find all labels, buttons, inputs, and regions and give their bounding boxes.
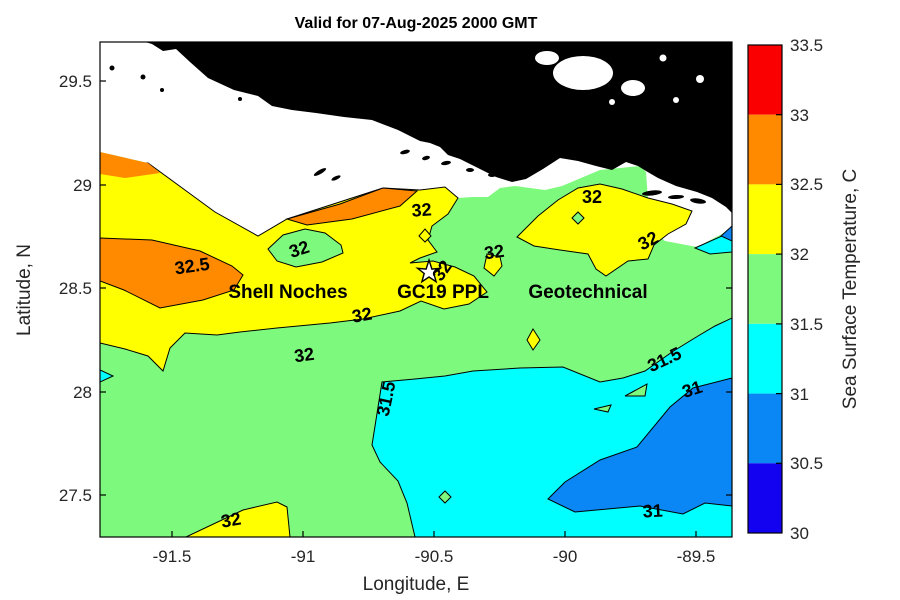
colorbar-tick-label: 33 bbox=[790, 106, 809, 125]
colorbar-segment bbox=[748, 184, 782, 255]
sst-hole-green-lens bbox=[267, 228, 344, 268]
x-axis-label: Longitude, E bbox=[363, 574, 470, 595]
contour-label: 32 bbox=[483, 241, 506, 264]
sst-spot-32-diamond bbox=[526, 328, 541, 351]
sst-region-30p5-blob bbox=[547, 377, 732, 515]
coastal-islands bbox=[109, 65, 732, 204]
colorbar-tick-label: 31.5 bbox=[790, 315, 823, 334]
contour-label: 32 bbox=[350, 304, 373, 327]
colorbar-axis-label: Sea Surface Temperature, C bbox=[840, 169, 861, 409]
site-label-gc19-ppl: GC19 PPL bbox=[397, 282, 489, 303]
sst-islet-green-sliver bbox=[593, 404, 612, 413]
y-tick-label: 27.5 bbox=[59, 486, 92, 505]
contour-label: 32 bbox=[411, 199, 432, 220]
colorbar-tick-labels: 33.5 33 32.5 32 31.5 31 30.5 30 bbox=[790, 36, 823, 543]
colorbar-tick-label: 30 bbox=[790, 524, 809, 543]
y-tick-label: 29.5 bbox=[59, 72, 92, 91]
sst-islet-green-triangle bbox=[624, 383, 648, 397]
site-marker-star-icon bbox=[415, 257, 443, 284]
x-tick-label: -91 bbox=[291, 547, 316, 566]
coastal-lakes bbox=[535, 51, 704, 105]
x-tick-label: -91.5 bbox=[153, 547, 192, 566]
y-tick-label: 29 bbox=[73, 176, 92, 195]
sst-region-32p5-west bbox=[100, 237, 244, 309]
plot-border bbox=[99, 41, 733, 538]
y-tick-label: 28 bbox=[73, 383, 92, 402]
contour-label: 32.5 bbox=[173, 254, 210, 279]
colorbar-ticks bbox=[776, 114, 782, 464]
colorbar-segment bbox=[748, 114, 782, 185]
sst-region-32p5-band bbox=[285, 187, 419, 226]
contour-label: 32 bbox=[219, 509, 242, 532]
x-tick-label: -90 bbox=[553, 547, 578, 566]
colorbar-segment bbox=[748, 323, 782, 394]
axis-ticks bbox=[100, 42, 732, 537]
contour-label: 32 bbox=[293, 344, 316, 367]
site-label-geotechnical: Geotechnical bbox=[528, 282, 647, 303]
colorbar-tick-label: 33.5 bbox=[790, 36, 823, 55]
x-tick-label: -89.5 bbox=[677, 547, 716, 566]
colorbar-tick-label: 32 bbox=[790, 245, 809, 264]
colorbar-border bbox=[747, 44, 783, 534]
plot-title: Valid for 07-Aug-2025 2000 GMT bbox=[295, 15, 538, 32]
colorbar-tick-label: 31 bbox=[790, 385, 809, 404]
sst-spot-32-small-diamond bbox=[418, 228, 432, 243]
y-axis-label: Latitude, N bbox=[14, 244, 35, 336]
contour-label: 32 bbox=[582, 187, 602, 207]
sst-region-32-central bbox=[516, 183, 693, 277]
sst-region-32p5-edge bbox=[100, 152, 160, 178]
contour-label: 31 bbox=[642, 500, 663, 521]
sst-hole-green-diamond bbox=[571, 211, 585, 225]
sst-spot-32-teardrop bbox=[483, 253, 503, 277]
site-label-shell-noches: Shell Noches bbox=[228, 282, 347, 303]
colorbar-segment bbox=[748, 393, 782, 464]
colorbar-tick-label: 32.5 bbox=[790, 175, 823, 194]
colorbar-tick-label: 30.5 bbox=[790, 454, 823, 473]
sst-region-31-east-sliver bbox=[693, 226, 732, 255]
site-labels: Shell Noches GC19 PPL Geotechnical bbox=[228, 282, 647, 303]
y-tick-labels: 29.5 29 28.5 28 27.5 bbox=[59, 72, 92, 505]
sst-spot-31-west-edge bbox=[100, 369, 115, 383]
colorbar-segment bbox=[748, 463, 782, 533]
sst-islet-green-diamond bbox=[438, 490, 452, 504]
x-tick-label: -90.5 bbox=[415, 547, 454, 566]
mississippi-delta bbox=[704, 166, 732, 201]
y-tick-label: 28.5 bbox=[59, 279, 92, 298]
x-tick-labels: -91.5 -91 -90.5 -90 -89.5 bbox=[153, 547, 716, 566]
sst-spot-30p5-east-edge bbox=[720, 225, 732, 242]
sst-region-32-west bbox=[100, 162, 488, 372]
colorbar: 33.5 33 32.5 32 31.5 31 30.5 30 Sea Surf… bbox=[747, 36, 861, 543]
colorbar-segment bbox=[748, 45, 782, 115]
sst-region-32-southwest bbox=[185, 501, 291, 537]
colorbar-segment bbox=[748, 254, 782, 324]
